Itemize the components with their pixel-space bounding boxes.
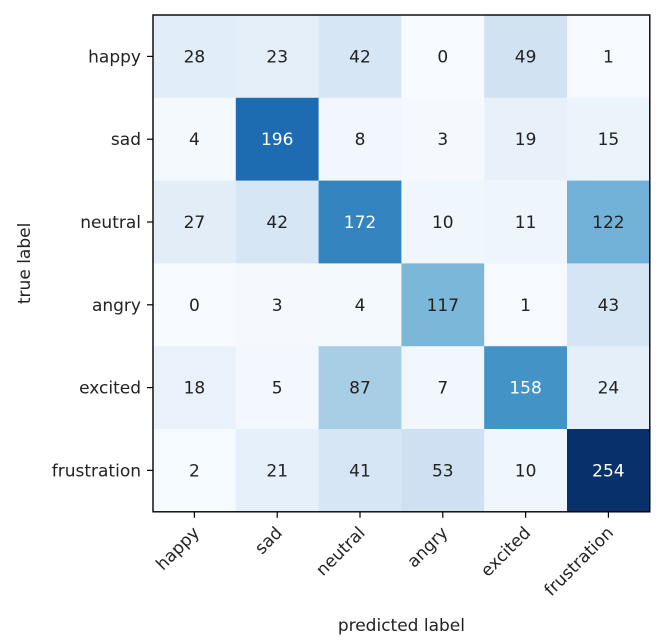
- heatmap-cell: [235, 429, 320, 513]
- cell-value-label: 5: [272, 379, 283, 399]
- cell-value-label: 4: [189, 130, 200, 150]
- y-tick-label: angry: [92, 296, 141, 316]
- heatmap-cell: [153, 15, 237, 99]
- cell-value-label: 24: [598, 379, 620, 399]
- cell-value-label: 1: [603, 47, 614, 67]
- x-tick-label: frustration: [541, 523, 618, 600]
- x-tick-label: excited: [477, 523, 535, 581]
- heatmap-cell: [567, 97, 651, 182]
- heatmap-cell: [484, 15, 568, 99]
- cell-value-label: 117: [427, 296, 459, 316]
- heatmap-cell: [318, 15, 402, 99]
- heatmap-cell: [567, 346, 651, 430]
- cell-value-label: 23: [266, 47, 288, 67]
- y-axis-label: true label: [15, 223, 35, 304]
- heatmap-cell: [484, 97, 568, 182]
- heatmap-cell: [318, 263, 402, 347]
- heatmap-cell: [567, 15, 651, 99]
- cell-value-label: 10: [515, 461, 537, 481]
- heatmap-cell: [484, 263, 568, 347]
- cell-value-label: 2: [189, 461, 200, 481]
- heatmap-cell: [153, 97, 237, 182]
- heatmap-cell: [318, 346, 402, 430]
- cell-value-label: 158: [509, 379, 541, 399]
- y-tick-label: frustration: [52, 461, 141, 481]
- heatmap-cell: [567, 263, 651, 347]
- cell-value-label: 172: [344, 213, 376, 233]
- cell-value-label: 41: [349, 461, 371, 481]
- y-tick-label: sad: [111, 130, 141, 150]
- y-tick-label: happy: [88, 47, 141, 67]
- cell-value-label: 53: [432, 461, 454, 481]
- cell-value-label: 15: [598, 130, 620, 150]
- heatmap-cell: [235, 346, 320, 430]
- cell-value-label: 43: [598, 296, 620, 316]
- heatmap-cell: [318, 180, 402, 264]
- plot-frame: [152, 14, 651, 513]
- cell-value-label: 3: [437, 130, 448, 150]
- cell-value-label: 196: [261, 130, 293, 150]
- x-axis-ticks: happy sad neutral angry excited frustration: [152, 511, 618, 600]
- heatmap-cell: [235, 97, 320, 182]
- x-tick-label: sad: [251, 523, 286, 558]
- heatmap-cell: [153, 263, 237, 347]
- cell-value-label: 8: [355, 130, 366, 150]
- cell-value-label: 122: [592, 213, 624, 233]
- cell-value-label: 11: [515, 213, 537, 233]
- cell-value-label: 28: [184, 47, 206, 67]
- cell-value-label: 3: [272, 296, 283, 316]
- y-axis-ticks: happy sad neutral angry excited frustration: [52, 47, 153, 481]
- heatmap-cell: [484, 180, 568, 264]
- heatmap-cell: [401, 429, 485, 513]
- cell-value-label: 49: [515, 47, 537, 67]
- heatmap-cell: [401, 97, 485, 182]
- heatmap-cell: [484, 429, 568, 513]
- heatmap-cell: [401, 180, 485, 264]
- cell-value-label: 4: [355, 296, 366, 316]
- heatmap-cell: [401, 263, 485, 347]
- cell-value-label: 1: [520, 296, 531, 316]
- cell-value-label: 254: [592, 461, 624, 481]
- cell-value-label: 27: [184, 213, 206, 233]
- cell-value-label: 42: [266, 213, 288, 233]
- x-tick-label: happy: [152, 523, 204, 575]
- cell-value-label: 0: [189, 296, 200, 316]
- heatmap-cell: [153, 429, 237, 513]
- cell-value-label: 0: [437, 47, 448, 67]
- cell-value-label: 42: [349, 47, 371, 67]
- heatmap-cell: [401, 15, 485, 99]
- heatmap-cell: [401, 346, 485, 430]
- cell-value-label: 19: [515, 130, 537, 150]
- cell-value-label: 18: [184, 379, 206, 399]
- y-tick-label: excited: [79, 379, 141, 399]
- cell-value-label: 87: [349, 379, 371, 399]
- heatmap-cell: [318, 429, 402, 513]
- cell-value-label: 7: [437, 379, 448, 399]
- x-axis-label: predicted label: [338, 616, 465, 636]
- cell-value-label: 10: [432, 213, 454, 233]
- x-tick-label: neutral: [312, 523, 369, 580]
- heatmap-cell: [318, 97, 402, 182]
- heatmap-cell: [235, 263, 320, 347]
- heatmap-cell: [567, 429, 651, 513]
- heatmap-cell: [153, 346, 237, 430]
- cell-value-label: 21: [266, 461, 288, 481]
- x-tick-label: angry: [404, 523, 453, 572]
- y-tick-label: neutral: [80, 213, 141, 233]
- heatmap-cell: [235, 15, 320, 99]
- heatmap-cell: [153, 180, 237, 264]
- heatmap-cells: [153, 15, 651, 513]
- heatmap-cell: [484, 346, 568, 430]
- heatmap-cell: [567, 180, 651, 264]
- heatmap-cell: [235, 180, 320, 264]
